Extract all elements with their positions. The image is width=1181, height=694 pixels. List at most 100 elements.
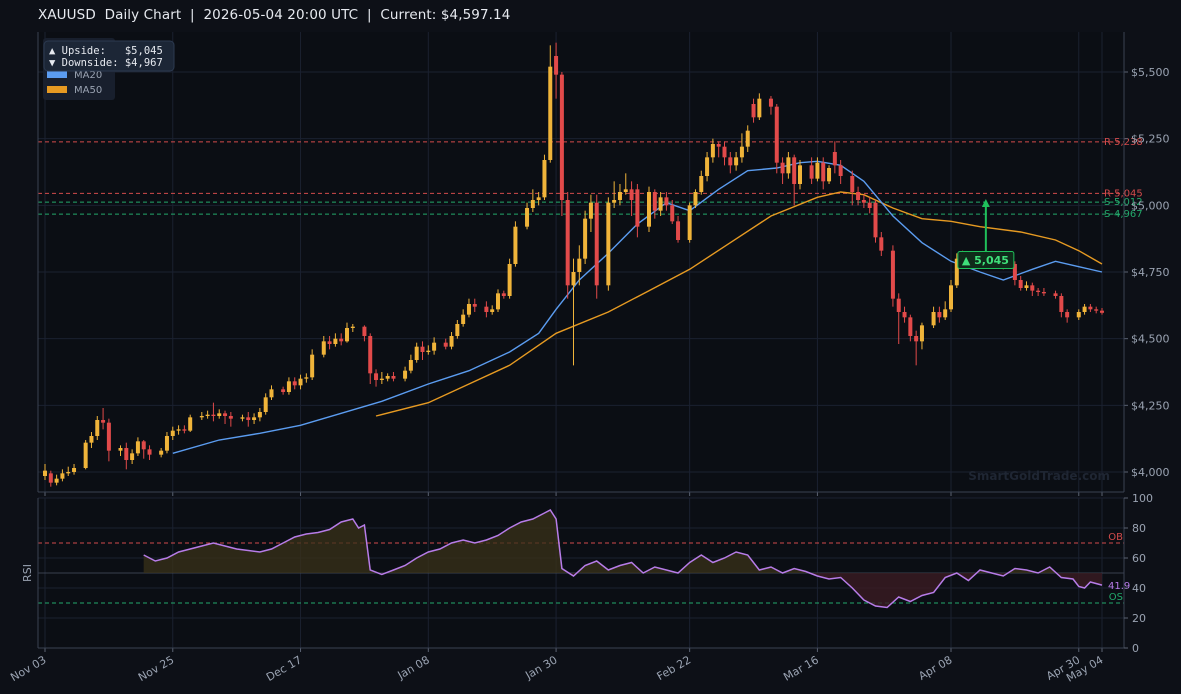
candle-body: [623, 189, 628, 192]
candle-body: [768, 98, 773, 107]
candle-body: [879, 237, 884, 251]
candle-body: [949, 285, 953, 310]
candle-body: [228, 416, 233, 419]
candle-body: [739, 146, 744, 158]
candle-body: [1053, 293, 1058, 296]
time-tick-label: Jan 30: [522, 653, 559, 682]
candle: [211, 402, 216, 422]
target-arrow-head: [981, 199, 990, 207]
candle-body: [676, 221, 681, 240]
candle: [327, 336, 332, 350]
candle: [768, 96, 773, 115]
candle: [141, 440, 146, 459]
candle-body: [106, 422, 111, 451]
candle-body: [83, 442, 88, 468]
rsi-last-value: 41.9: [1108, 581, 1130, 592]
watermark: SmartGoldTrade.com: [968, 469, 1110, 483]
candle: [443, 338, 448, 350]
candle: [83, 440, 88, 470]
candle: [205, 410, 210, 419]
info-upside: ▲ Upside: $5,045: [49, 45, 163, 57]
price-tick-label: $4,250: [1131, 399, 1170, 412]
candle: [321, 336, 326, 358]
candle: [484, 301, 489, 318]
candle: [89, 432, 94, 448]
candle: [426, 345, 431, 355]
candle-body: [496, 293, 500, 310]
candle-body: [443, 342, 448, 347]
candle-body: [48, 473, 53, 483]
candle-body: [147, 449, 152, 455]
candle-body: [554, 56, 559, 75]
candle: [298, 374, 303, 390]
candle: [588, 194, 593, 232]
candle-body: [1100, 310, 1104, 313]
candle-body: [867, 202, 872, 208]
candle-body: [670, 205, 675, 222]
candle: [908, 314, 913, 342]
candle-body: [141, 441, 146, 450]
candle-body: [780, 162, 785, 174]
candle-body: [937, 312, 942, 318]
candle-body: [89, 436, 94, 443]
ma20-line: [172, 160, 1103, 454]
candle: [565, 192, 570, 299]
candle-body: [72, 468, 77, 472]
candle: [745, 125, 750, 152]
candle-body: [461, 314, 466, 324]
candle: [339, 333, 344, 346]
candle-body: [350, 326, 355, 328]
candle-body: [339, 338, 344, 342]
candle: [217, 409, 222, 419]
candle: [705, 152, 710, 182]
candle-body: [484, 306, 489, 312]
candle: [612, 181, 617, 208]
candle: [896, 293, 901, 344]
candle: [751, 98, 756, 123]
candle-body: [821, 162, 826, 182]
candle: [490, 305, 495, 315]
candle-body: [699, 176, 704, 192]
rsi-axis-label: RSI: [21, 564, 34, 582]
candle: [949, 280, 953, 312]
candle: [449, 332, 454, 350]
candle-body: [1041, 292, 1046, 294]
candle-body: [542, 160, 547, 198]
candle-body: [751, 104, 756, 118]
candle: [786, 152, 791, 179]
candle: [652, 189, 657, 219]
candle: [333, 333, 338, 347]
candle-body: [827, 168, 832, 182]
candle: [1018, 276, 1023, 291]
candle: [461, 309, 466, 327]
candle-body: [507, 264, 512, 296]
candle: [815, 157, 820, 182]
candle-body: [687, 205, 692, 240]
candle: [722, 141, 727, 166]
candle: [623, 173, 628, 195]
candle: [118, 445, 123, 456]
candle-body: [1036, 290, 1041, 292]
candle-body: [536, 197, 541, 200]
candle-body: [1082, 306, 1087, 312]
legend-ma50-swatch: [47, 86, 67, 93]
candle-body: [565, 200, 570, 286]
candle: [1012, 261, 1017, 286]
candle: [345, 322, 349, 343]
candle: [159, 448, 164, 458]
candle: [385, 373, 390, 382]
candle: [693, 189, 698, 208]
candle-body: [205, 414, 210, 416]
candle: [304, 373, 309, 383]
rsi-tick-label: 100: [1132, 492, 1153, 505]
price-tick-label: $5,250: [1131, 133, 1170, 146]
level-label: S-4,967: [1104, 209, 1143, 220]
candle: [176, 425, 181, 435]
candle-body: [240, 417, 245, 419]
target-label-box: [957, 251, 1015, 269]
rsi-fill-above: [143, 510, 1102, 573]
candle-body: [66, 472, 71, 474]
candle: [954, 253, 959, 288]
candle-body: [292, 381, 297, 386]
